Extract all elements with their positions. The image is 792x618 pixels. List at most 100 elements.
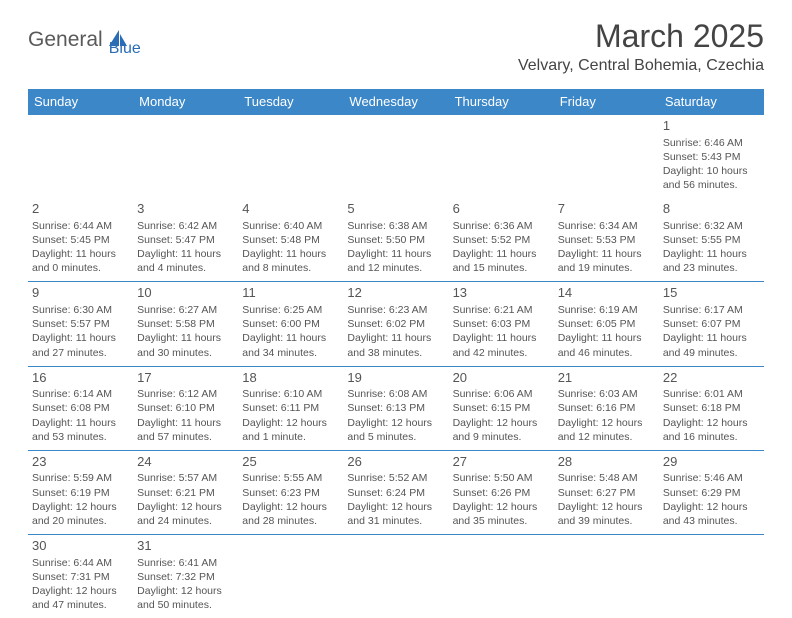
calendar-cell: 16Sunrise: 6:14 AMSunset: 6:08 PMDayligh… (28, 366, 133, 450)
daylight-text: Daylight: 11 hours and 15 minutes. (453, 247, 550, 275)
day-number: 15 (663, 284, 760, 302)
sunrise-text: Sunrise: 6:34 AM (558, 219, 655, 233)
day-number: 11 (242, 284, 339, 302)
daylight-text: Daylight: 11 hours and 53 minutes. (32, 416, 129, 444)
sunrise-text: Sunrise: 6:40 AM (242, 219, 339, 233)
daylight-text: Daylight: 12 hours and 12 minutes. (558, 416, 655, 444)
calendar-cell (659, 535, 764, 618)
weekday-saturday: Saturday (659, 89, 764, 115)
calendar-cell: 10Sunrise: 6:27 AMSunset: 5:58 PMDayligh… (133, 282, 238, 366)
daylight-text: Daylight: 10 hours and 56 minutes. (663, 164, 760, 192)
day-number: 2 (32, 200, 129, 218)
day-number: 16 (32, 369, 129, 387)
calendar-cell: 13Sunrise: 6:21 AMSunset: 6:03 PMDayligh… (449, 282, 554, 366)
calendar-cell: 14Sunrise: 6:19 AMSunset: 6:05 PMDayligh… (554, 282, 659, 366)
day-number: 9 (32, 284, 129, 302)
sunrise-text: Sunrise: 6:08 AM (347, 387, 444, 401)
day-number: 1 (663, 117, 760, 135)
calendar-cell (28, 115, 133, 199)
daylight-text: Daylight: 12 hours and 24 minutes. (137, 500, 234, 528)
calendar-cell: 29Sunrise: 5:46 AMSunset: 6:29 PMDayligh… (659, 450, 764, 534)
sunset-text: Sunset: 6:19 PM (32, 486, 129, 500)
sunset-text: Sunset: 6:16 PM (558, 401, 655, 415)
calendar-cell: 27Sunrise: 5:50 AMSunset: 6:26 PMDayligh… (449, 450, 554, 534)
sunrise-text: Sunrise: 6:06 AM (453, 387, 550, 401)
day-number: 24 (137, 453, 234, 471)
calendar-cell: 21Sunrise: 6:03 AMSunset: 6:16 PMDayligh… (554, 366, 659, 450)
calendar-cell: 19Sunrise: 6:08 AMSunset: 6:13 PMDayligh… (343, 366, 448, 450)
daylight-text: Daylight: 11 hours and 0 minutes. (32, 247, 129, 275)
calendar-cell: 1Sunrise: 6:46 AMSunset: 5:43 PMDaylight… (659, 115, 764, 199)
sunrise-text: Sunrise: 6:17 AM (663, 303, 760, 317)
daylight-text: Daylight: 11 hours and 34 minutes. (242, 331, 339, 359)
sunrise-text: Sunrise: 6:25 AM (242, 303, 339, 317)
weekday-monday: Monday (133, 89, 238, 115)
sunrise-text: Sunrise: 5:52 AM (347, 471, 444, 485)
daylight-text: Daylight: 11 hours and 4 minutes. (137, 247, 234, 275)
weekday-sunday: Sunday (28, 89, 133, 115)
calendar-cell: 4Sunrise: 6:40 AMSunset: 5:48 PMDaylight… (238, 198, 343, 282)
sunrise-text: Sunrise: 6:30 AM (32, 303, 129, 317)
calendar-row: 16Sunrise: 6:14 AMSunset: 6:08 PMDayligh… (28, 366, 764, 450)
sunset-text: Sunset: 6:03 PM (453, 317, 550, 331)
sunset-text: Sunset: 6:11 PM (242, 401, 339, 415)
day-number: 18 (242, 369, 339, 387)
day-number: 25 (242, 453, 339, 471)
calendar-cell: 18Sunrise: 6:10 AMSunset: 6:11 PMDayligh… (238, 366, 343, 450)
daylight-text: Daylight: 12 hours and 1 minute. (242, 416, 339, 444)
calendar-row: 2Sunrise: 6:44 AMSunset: 5:45 PMDaylight… (28, 198, 764, 282)
calendar-cell: 17Sunrise: 6:12 AMSunset: 6:10 PMDayligh… (133, 366, 238, 450)
calendar-cell (343, 115, 448, 199)
calendar-cell: 20Sunrise: 6:06 AMSunset: 6:15 PMDayligh… (449, 366, 554, 450)
sunrise-text: Sunrise: 5:59 AM (32, 471, 129, 485)
sunset-text: Sunset: 5:48 PM (242, 233, 339, 247)
daylight-text: Daylight: 12 hours and 16 minutes. (663, 416, 760, 444)
weekday-wednesday: Wednesday (343, 89, 448, 115)
sunrise-text: Sunrise: 5:55 AM (242, 471, 339, 485)
calendar-cell: 25Sunrise: 5:55 AMSunset: 6:23 PMDayligh… (238, 450, 343, 534)
daylight-text: Daylight: 11 hours and 27 minutes. (32, 331, 129, 359)
weekday-tuesday: Tuesday (238, 89, 343, 115)
sunset-text: Sunset: 6:21 PM (137, 486, 234, 500)
daylight-text: Daylight: 12 hours and 9 minutes. (453, 416, 550, 444)
day-number: 20 (453, 369, 550, 387)
sunset-text: Sunset: 6:05 PM (558, 317, 655, 331)
calendar-cell (343, 535, 448, 618)
day-number: 27 (453, 453, 550, 471)
daylight-text: Daylight: 11 hours and 42 minutes. (453, 331, 550, 359)
weekday-header-row: Sunday Monday Tuesday Wednesday Thursday… (28, 89, 764, 115)
day-number: 14 (558, 284, 655, 302)
sunset-text: Sunset: 5:50 PM (347, 233, 444, 247)
calendar-cell: 11Sunrise: 6:25 AMSunset: 6:00 PMDayligh… (238, 282, 343, 366)
sunrise-text: Sunrise: 5:48 AM (558, 471, 655, 485)
sunset-text: Sunset: 5:58 PM (137, 317, 234, 331)
title-block: March 2025 Velvary, Central Bohemia, Cze… (518, 18, 764, 75)
daylight-text: Daylight: 12 hours and 39 minutes. (558, 500, 655, 528)
sunset-text: Sunset: 6:00 PM (242, 317, 339, 331)
calendar-table: Sunday Monday Tuesday Wednesday Thursday… (28, 89, 764, 618)
sunrise-text: Sunrise: 6:46 AM (663, 136, 760, 150)
daylight-text: Daylight: 12 hours and 5 minutes. (347, 416, 444, 444)
calendar-cell: 12Sunrise: 6:23 AMSunset: 6:02 PMDayligh… (343, 282, 448, 366)
sunset-text: Sunset: 5:47 PM (137, 233, 234, 247)
daylight-text: Daylight: 11 hours and 23 minutes. (663, 247, 760, 275)
sunrise-text: Sunrise: 6:44 AM (32, 219, 129, 233)
sunset-text: Sunset: 6:29 PM (663, 486, 760, 500)
day-number: 7 (558, 200, 655, 218)
day-number: 31 (137, 537, 234, 555)
daylight-text: Daylight: 11 hours and 46 minutes. (558, 331, 655, 359)
calendar-cell: 26Sunrise: 5:52 AMSunset: 6:24 PMDayligh… (343, 450, 448, 534)
sunset-text: Sunset: 5:52 PM (453, 233, 550, 247)
calendar-cell: 23Sunrise: 5:59 AMSunset: 6:19 PMDayligh… (28, 450, 133, 534)
sunset-text: Sunset: 6:13 PM (347, 401, 444, 415)
sunrise-text: Sunrise: 6:36 AM (453, 219, 550, 233)
calendar-cell: 15Sunrise: 6:17 AMSunset: 6:07 PMDayligh… (659, 282, 764, 366)
sunrise-text: Sunrise: 6:01 AM (663, 387, 760, 401)
calendar-cell (238, 115, 343, 199)
sunset-text: Sunset: 6:02 PM (347, 317, 444, 331)
calendar-row: 1Sunrise: 6:46 AMSunset: 5:43 PMDaylight… (28, 115, 764, 199)
sunset-text: Sunset: 7:31 PM (32, 570, 129, 584)
daylight-text: Daylight: 11 hours and 30 minutes. (137, 331, 234, 359)
daylight-text: Daylight: 12 hours and 35 minutes. (453, 500, 550, 528)
daylight-text: Daylight: 12 hours and 20 minutes. (32, 500, 129, 528)
